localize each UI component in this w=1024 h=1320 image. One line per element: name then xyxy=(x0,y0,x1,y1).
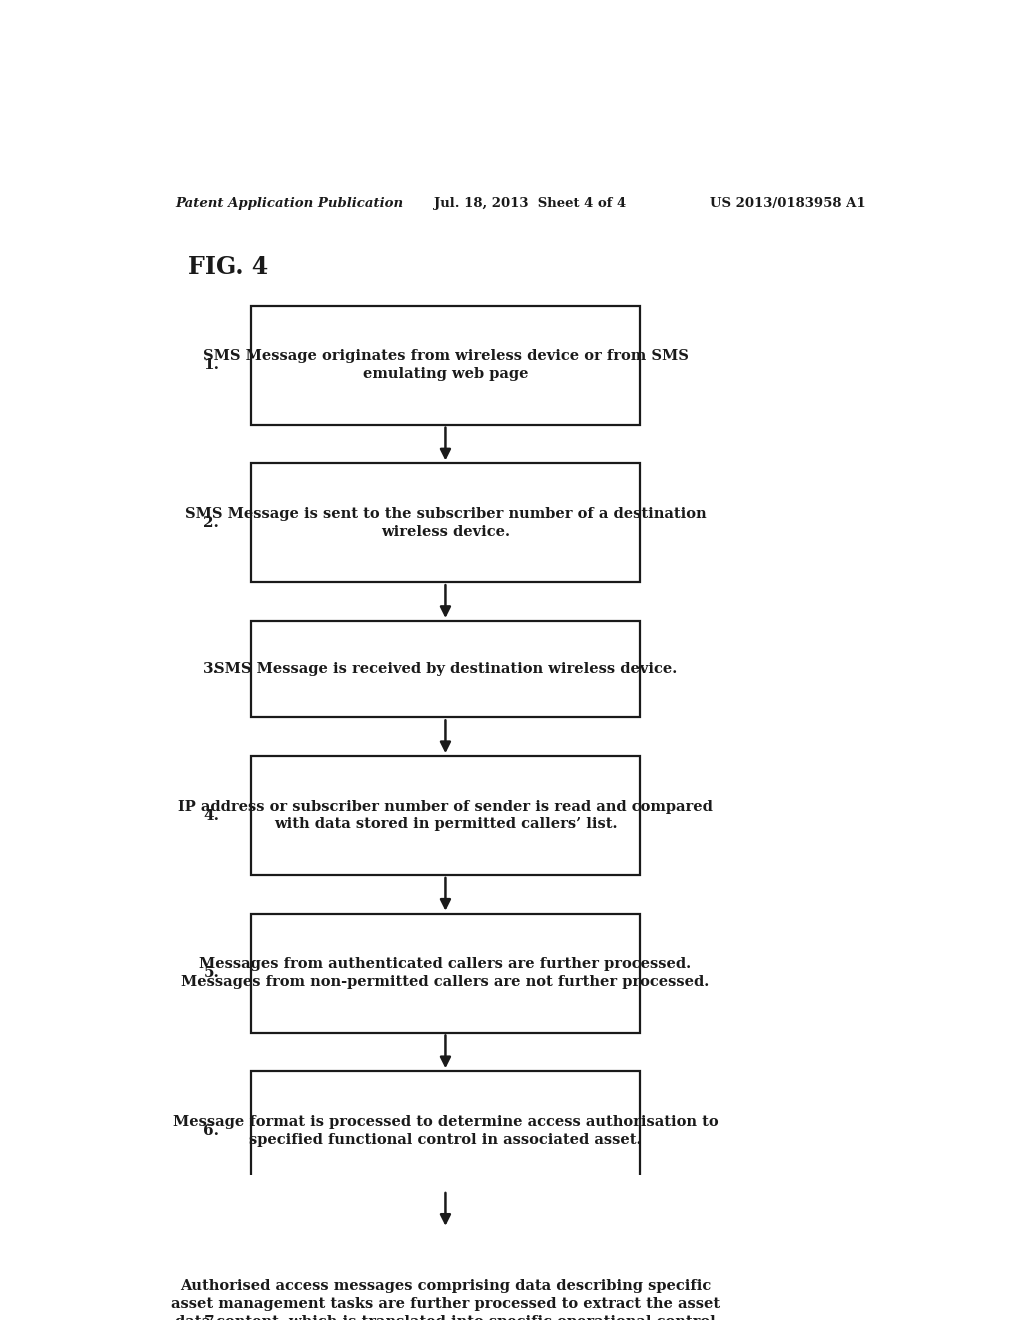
Text: 5.: 5. xyxy=(204,966,219,979)
Text: IP address or subscriber number of sender is read and compared
with data stored : IP address or subscriber number of sende… xyxy=(178,800,713,832)
Bar xyxy=(251,1229,640,1320)
Text: Authorised access messages comprising data describing specific
asset management : Authorised access messages comprising da… xyxy=(171,1279,720,1320)
Bar xyxy=(251,306,640,425)
Bar xyxy=(251,756,640,875)
Text: Message format is processed to determine access authorisation to
specified funct: Message format is processed to determine… xyxy=(173,1114,718,1147)
Text: FIG. 4: FIG. 4 xyxy=(187,255,267,279)
Text: 6.: 6. xyxy=(204,1123,219,1138)
Text: Messages from authenticated callers are further processed.
Messages from non-per: Messages from authenticated callers are … xyxy=(181,957,710,989)
Bar xyxy=(251,463,640,582)
Text: 3.: 3. xyxy=(204,663,219,676)
Text: SMS Message originates from wireless device or from SMS
emulating web page: SMS Message originates from wireless dev… xyxy=(203,350,688,381)
Text: 7.: 7. xyxy=(204,1315,219,1320)
Text: 2.: 2. xyxy=(204,516,219,529)
Text: SMS Message is received by destination wireless device.: SMS Message is received by destination w… xyxy=(214,663,677,676)
Bar xyxy=(251,913,640,1032)
Text: Patent Application Publication: Patent Application Publication xyxy=(176,197,403,210)
Bar xyxy=(251,620,640,718)
Text: SMS Message is sent to the subscriber number of a destination
wireless device.: SMS Message is sent to the subscriber nu… xyxy=(184,507,707,539)
Text: US 2013/0183958 A1: US 2013/0183958 A1 xyxy=(711,197,866,210)
Text: 4.: 4. xyxy=(204,809,219,822)
Text: Jul. 18, 2013  Sheet 4 of 4: Jul. 18, 2013 Sheet 4 of 4 xyxy=(433,197,626,210)
Bar xyxy=(251,1071,640,1191)
Text: 1.: 1. xyxy=(204,358,219,372)
